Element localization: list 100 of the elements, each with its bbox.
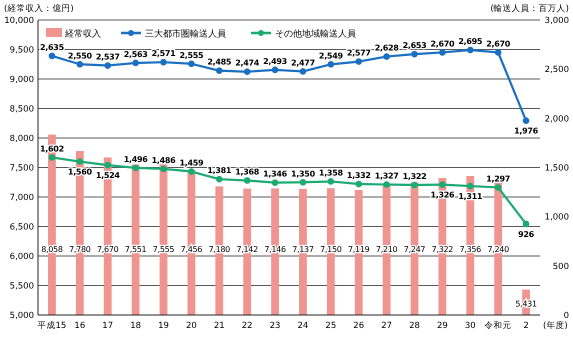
data-label: 1,459 <box>179 158 204 168</box>
data-label: 1,332 <box>346 171 371 180</box>
data-label: 1,346 <box>263 170 288 179</box>
data-label: 7,322 <box>432 245 454 254</box>
y-axis-title: (経常収入：億円) <box>4 3 74 14</box>
legend-label: 三大都市圏輸送人員 <box>145 28 226 40</box>
y2-tick-label: 0 <box>564 311 569 321</box>
point <box>328 61 334 68</box>
point <box>216 67 223 74</box>
data-label: 7,356 <box>460 245 482 254</box>
point <box>48 52 56 60</box>
point <box>466 182 474 190</box>
data-label: 926 <box>518 230 535 239</box>
point <box>132 164 139 172</box>
x-tick-label: 27 <box>381 321 392 331</box>
y-tick-label: 7,500 <box>10 164 34 174</box>
data-label: 7,210 <box>376 245 398 254</box>
point <box>188 168 195 175</box>
data-label: 2,695 <box>458 36 483 46</box>
point <box>188 60 195 68</box>
y-tick-label: 5,500 <box>10 282 34 292</box>
point <box>300 178 306 186</box>
x-tick-label: 平成15 <box>38 320 66 331</box>
data-label: 7,670 <box>97 245 119 254</box>
point <box>76 158 84 165</box>
x-axis-title: (年度) <box>543 320 568 331</box>
data-label: 7,119 <box>348 245 370 254</box>
data-label: 2,670 <box>486 39 511 48</box>
point <box>411 50 418 58</box>
point <box>160 58 167 66</box>
data-label: 2,563 <box>124 50 148 59</box>
x-tick-label: 25 <box>325 321 336 331</box>
data-label: 2,474 <box>235 58 260 68</box>
point <box>439 181 446 188</box>
data-label: 1,496 <box>124 154 148 164</box>
point <box>244 177 250 184</box>
x-tick-label: 17 <box>102 321 114 331</box>
y2-tick-label: 500 <box>552 262 569 272</box>
data-label: 2,537 <box>96 52 120 62</box>
data-label: 7,146 <box>264 245 286 254</box>
data-label: 1,560 <box>68 168 92 177</box>
point <box>104 162 112 168</box>
data-label: 2,555 <box>179 50 204 60</box>
point <box>160 166 167 172</box>
data-label: 1,297 <box>486 174 510 184</box>
point <box>439 49 446 56</box>
data-label: 7,555 <box>152 245 174 254</box>
data-label: 2,477 <box>291 58 315 68</box>
x-tick-label: 2 <box>523 321 529 331</box>
x-tick-label: 29 <box>436 321 448 331</box>
x-tick-label: 26 <box>353 321 364 331</box>
point <box>494 49 502 56</box>
data-label: 2,571 <box>152 49 176 58</box>
point <box>466 46 474 54</box>
legend-label: 経常収入 <box>64 28 101 40</box>
point <box>272 66 278 74</box>
data-label: 2,653 <box>402 41 426 50</box>
data-label: 2,549 <box>318 51 344 60</box>
point <box>272 179 278 186</box>
point <box>216 176 223 182</box>
data-label: 7,137 <box>292 245 314 254</box>
x-tick-label: 令和元 <box>484 320 512 331</box>
y2-tick-label: 1,500 <box>544 164 569 174</box>
point <box>383 53 390 60</box>
data-label: 2,550 <box>68 51 92 60</box>
x-tick-label: 18 <box>130 321 142 331</box>
data-label: 2,493 <box>263 56 287 66</box>
y2-tick-label: 1,000 <box>544 212 569 223</box>
data-label: 7,456 <box>180 245 202 254</box>
data-label: 7,240 <box>487 245 510 254</box>
data-label: 2,577 <box>346 48 371 58</box>
point <box>355 180 362 188</box>
y-tick-label: 7,000 <box>10 193 34 203</box>
data-label: 7,551 <box>124 245 147 254</box>
data-label: 7,247 <box>404 245 426 254</box>
y-tick-label: 8,000 <box>10 134 34 144</box>
data-label: 8,058 <box>41 245 63 254</box>
data-label: 1,381 <box>207 166 232 176</box>
data-label: 5,431 <box>515 300 537 309</box>
y-tick-label: 5,000 <box>10 311 34 321</box>
point <box>355 58 362 65</box>
y2-tick-label: 2,500 <box>544 65 569 76</box>
x-tick-label: 24 <box>298 321 308 331</box>
data-label: 2,670 <box>430 39 456 48</box>
data-label: 7,780 <box>69 245 91 254</box>
y-tick-label: 6,000 <box>10 252 34 262</box>
data-label: 1,350 <box>291 169 316 178</box>
data-label: 2,485 <box>207 58 232 67</box>
y2-axis-title: (輸送人員：百万人) <box>490 3 569 14</box>
point <box>328 178 334 185</box>
x-tick-label: 19 <box>158 321 169 331</box>
point <box>132 60 139 66</box>
x-tick-label: 30 <box>464 321 476 331</box>
point <box>48 154 56 161</box>
point <box>522 220 530 228</box>
point <box>494 184 502 191</box>
data-label: 1,322 <box>402 172 426 182</box>
x-tick-label: 22 <box>242 321 253 331</box>
data-label: 7,180 <box>208 245 230 254</box>
data-label: 7,150 <box>320 245 342 254</box>
